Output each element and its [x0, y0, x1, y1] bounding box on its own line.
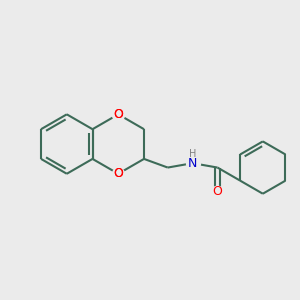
Text: O: O: [113, 108, 123, 121]
Text: N: N: [188, 157, 197, 170]
Text: O: O: [113, 108, 123, 121]
Text: O: O: [213, 185, 222, 198]
Text: O: O: [113, 167, 123, 180]
Text: O: O: [113, 167, 123, 180]
Text: H: H: [189, 149, 196, 159]
